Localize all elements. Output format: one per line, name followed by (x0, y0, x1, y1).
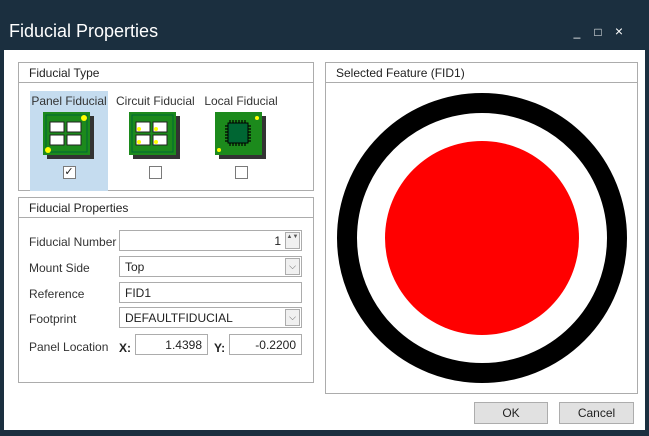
option-label: Panel Fiducial (31, 94, 107, 108)
fiducial-pad (385, 141, 579, 335)
mount-side-value: Top (125, 260, 145, 274)
reference-label: Reference (29, 287, 85, 301)
chevron-down-icon[interactable]: ⌵ (285, 258, 300, 275)
reference-input[interactable]: FID1 (119, 282, 302, 303)
option-label: Circuit Fiducial (116, 94, 195, 108)
local-fiducial-checkbox[interactable] (234, 166, 248, 179)
chevron-down-icon[interactable]: ⌵ (285, 309, 300, 326)
panel-fiducial-option[interactable]: Panel Fiducial ✓ (30, 91, 108, 191)
maximize-button[interactable]: □ (594, 25, 602, 39)
fiducial-properties-group: Fiducial Properties Fiducial Number 1 ▲▼ … (18, 197, 314, 383)
close-button[interactable]: × (614, 23, 624, 39)
local-fiducial-icon (215, 112, 266, 159)
panel-location-label: Panel Location (29, 340, 109, 354)
x-label: X: (119, 341, 131, 355)
panel-location-x-input[interactable]: 1.4398 (135, 334, 208, 355)
group-header: Fiducial Type (19, 63, 313, 83)
footprint-label: Footprint (29, 312, 77, 326)
panel-fiducial-checkbox[interactable]: ✓ (62, 166, 76, 179)
mount-side-label: Mount Side (29, 261, 90, 275)
footprint-select[interactable]: DEFAULTFIDUCIAL ⌵ (119, 307, 302, 328)
circuit-fiducial-checkbox[interactable] (148, 166, 162, 179)
option-label: Local Fiducial (204, 94, 278, 108)
ok-button[interactable]: OK (474, 402, 548, 424)
circuit-fiducial-icon (129, 112, 180, 159)
panel-location-y-input[interactable]: -0.2200 (229, 334, 302, 355)
spin-icon[interactable]: ▲▼ (285, 232, 300, 249)
feature-preview (337, 93, 627, 383)
selected-feature-group: Selected Feature (FID1) (325, 62, 638, 394)
fiducial-type-group: Fiducial Type Panel Fiducial ✓ Circuit F… (18, 62, 314, 191)
fiducial-ring (337, 93, 627, 383)
group-header: Selected Feature (FID1) (326, 63, 637, 83)
panel-fiducial-icon (43, 112, 94, 159)
fiducial-number-value: 1 (274, 234, 281, 248)
fiducial-number-label: Fiducial Number (29, 235, 117, 249)
fiducial-number-stepper[interactable]: 1 ▲▼ (119, 230, 302, 251)
group-header: Fiducial Properties (19, 198, 313, 218)
minimize-button[interactable]: _ (573, 25, 581, 39)
mount-side-select[interactable]: Top ⌵ (119, 256, 302, 277)
y-label: Y: (214, 341, 226, 355)
cancel-button[interactable]: Cancel (559, 402, 634, 424)
local-fiducial-option[interactable]: Local Fiducial (202, 91, 280, 191)
circuit-fiducial-option[interactable]: Circuit Fiducial (116, 91, 195, 191)
dialog-content: Fiducial Type Panel Fiducial ✓ Circuit F… (4, 50, 645, 430)
footprint-value: DEFAULTFIDUCIAL (125, 311, 233, 325)
window-title: Fiducial Properties (9, 21, 159, 41)
